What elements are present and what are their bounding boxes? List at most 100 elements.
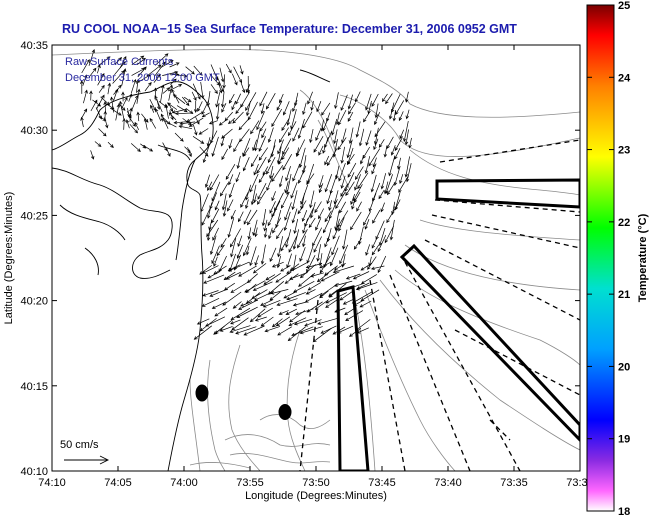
current-vector	[319, 290, 329, 299]
current-vector	[284, 202, 292, 221]
current-vector	[242, 157, 250, 172]
current-vector	[285, 165, 291, 182]
current-vector	[328, 289, 338, 297]
current-vector	[231, 73, 238, 86]
current-vector	[199, 265, 213, 275]
current-vector	[249, 246, 257, 267]
current-vector	[386, 208, 396, 224]
current-vector	[339, 244, 349, 265]
current-vector	[129, 124, 139, 134]
current-vector	[373, 111, 381, 126]
current-vector	[319, 261, 332, 269]
current-vector	[177, 74, 188, 78]
current-vector	[261, 209, 267, 227]
current-vector	[90, 99, 98, 112]
current-vector	[359, 300, 372, 308]
current-vector	[233, 139, 241, 153]
current-vector	[90, 150, 95, 160]
current-vector	[207, 271, 220, 279]
current-vector	[269, 247, 277, 262]
current-vector	[288, 121, 297, 137]
current-vector	[230, 279, 252, 293]
current-vector	[304, 319, 322, 327]
current-vector	[257, 307, 273, 318]
current-vector	[227, 218, 235, 238]
current-vector	[286, 109, 292, 126]
current-vector	[380, 173, 387, 190]
current-vector	[271, 191, 276, 202]
current-vector	[253, 163, 259, 176]
current-vector	[249, 308, 266, 323]
current-vector	[250, 154, 259, 168]
current-vector	[176, 105, 188, 113]
current-vector	[310, 100, 314, 111]
current-vector	[308, 217, 316, 229]
current-vector	[231, 101, 236, 111]
current-vector	[232, 301, 242, 309]
current-vector	[354, 174, 361, 191]
current-vector	[201, 265, 219, 274]
current-vector	[319, 255, 331, 274]
current-vector	[328, 200, 332, 211]
current-vector	[201, 297, 220, 307]
current-vector	[89, 67, 97, 77]
current-vector	[286, 292, 306, 301]
current-vector	[206, 137, 211, 147]
current-vector	[339, 291, 353, 301]
current-vector	[230, 209, 236, 220]
current-vector	[306, 245, 314, 264]
current-vector	[345, 181, 355, 196]
colorbar-ticks: 25 24 23 22 21 20 19 18	[587, 0, 631, 518]
current-vector	[322, 218, 331, 234]
current-vector	[390, 145, 396, 156]
current-vector	[355, 282, 378, 291]
colorbar-tick-label: 24	[618, 72, 631, 84]
current-vector	[235, 103, 244, 115]
current-vector	[288, 235, 298, 253]
coastline	[52, 69, 331, 471]
current-vector	[110, 107, 122, 116]
current-vector	[360, 274, 377, 285]
current-vector	[213, 256, 218, 267]
current-vector	[337, 137, 347, 151]
current-vector	[324, 235, 330, 248]
current-vector	[278, 153, 284, 165]
current-vector	[293, 218, 299, 235]
current-vector	[277, 139, 284, 155]
current-vector	[211, 301, 227, 309]
current-vector	[385, 93, 393, 105]
current-vector	[284, 181, 289, 194]
current-vector	[264, 326, 281, 333]
current-vector	[325, 299, 338, 308]
current-vector	[191, 91, 197, 101]
x-tick-label: 73:45	[368, 477, 396, 489]
current-vector	[276, 298, 298, 306]
current-vector	[215, 102, 220, 121]
current-vector	[285, 229, 292, 248]
current-vector	[374, 103, 379, 119]
current-vector	[292, 229, 300, 250]
current-vector	[230, 319, 241, 325]
current-vector	[340, 183, 349, 197]
current-vector	[252, 281, 273, 291]
current-vector	[317, 317, 339, 325]
current-vector	[339, 201, 347, 214]
current-vector	[204, 174, 211, 188]
current-vector	[267, 127, 274, 143]
current-vector	[324, 210, 332, 223]
current-vector	[322, 117, 329, 132]
x-tick-marks	[51, 45, 581, 471]
current-vector	[126, 111, 132, 119]
current-vector	[340, 94, 348, 111]
current-vector	[371, 244, 380, 256]
current-vector	[254, 255, 259, 266]
current-vector	[356, 201, 362, 212]
current-vector	[260, 299, 273, 306]
current-vector	[269, 291, 281, 301]
current-vector	[88, 49, 96, 66]
current-vector	[299, 264, 317, 279]
current-vector	[114, 61, 126, 76]
current-vector	[260, 316, 274, 327]
current-vector	[334, 92, 339, 110]
current-vector	[225, 164, 236, 180]
